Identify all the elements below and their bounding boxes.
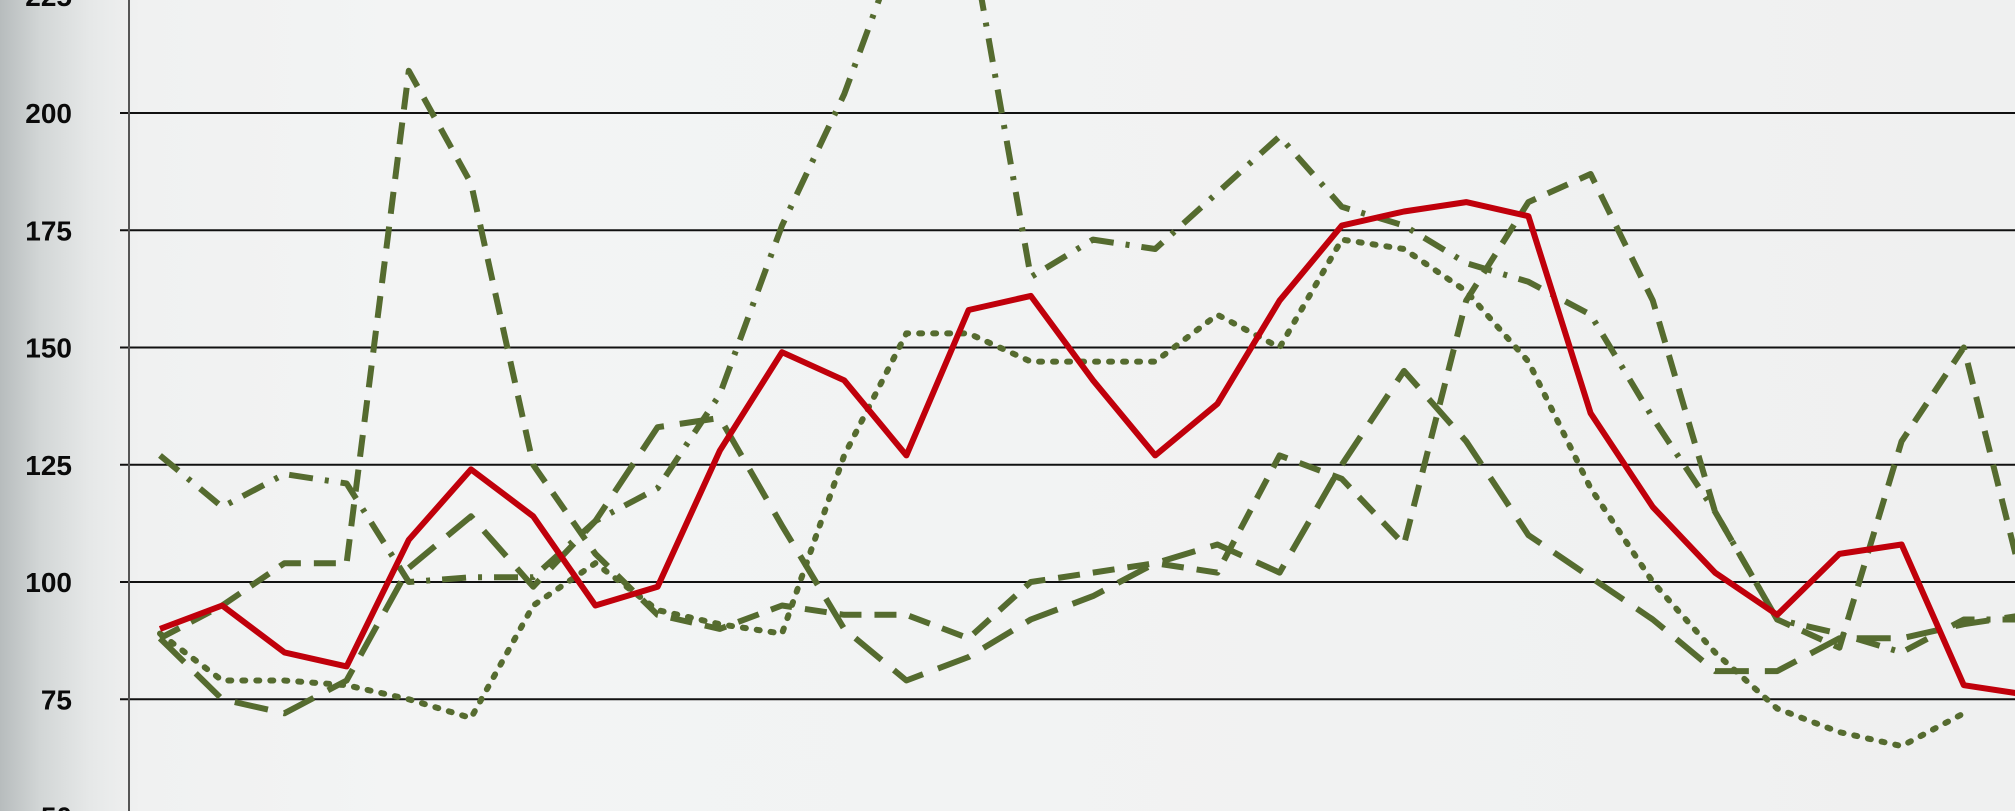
series-lines [157, 0, 2015, 750]
series-line-1-solid [158, 199, 2015, 696]
y-tick-label: 100 [25, 567, 72, 598]
series-line-5-longdash [157, 367, 2015, 717]
series-line-3-dotted [157, 236, 1967, 750]
y-tick-label: 225 [25, 0, 72, 12]
series-line-2-dashed [158, 67, 2015, 651]
y-axis-ticks: 50 75 100 125 150 175 200 225 [25, 0, 72, 811]
y-tick-label: 175 [25, 215, 72, 246]
y-tick-label: 150 [25, 333, 72, 364]
y-tick-label: 75 [41, 684, 72, 715]
y-tick-label: 200 [25, 98, 72, 129]
y-tick-label: 125 [25, 450, 72, 481]
series-line-4-dashdot [158, 0, 2015, 656]
gridlines [120, 112, 2015, 701]
y-tick-label: 50 [41, 802, 72, 811]
